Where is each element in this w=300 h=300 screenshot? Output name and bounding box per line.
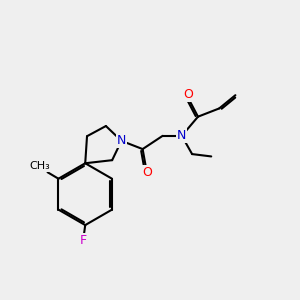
Text: CH₃: CH₃ [29, 161, 50, 171]
Text: O: O [143, 166, 153, 179]
Text: N: N [177, 129, 187, 142]
Text: O: O [184, 88, 194, 100]
Text: F: F [80, 234, 87, 247]
Text: N: N [117, 134, 126, 147]
